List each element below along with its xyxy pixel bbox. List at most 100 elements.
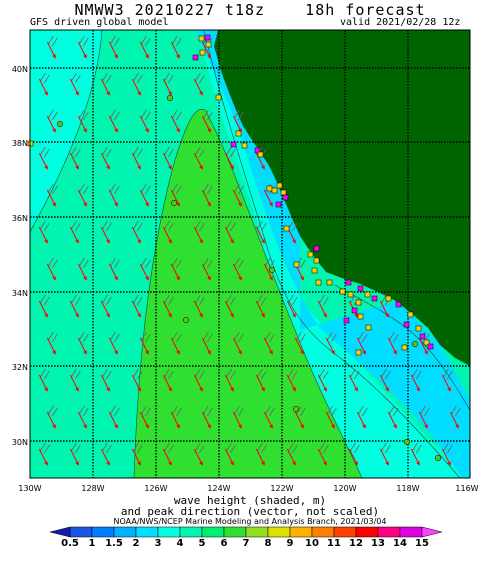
vector-barb [164, 220, 174, 232]
direction-arrow [201, 41, 211, 59]
direction-arrow [162, 448, 172, 466]
credit-line: NOAA/NWS/NCEP Marine Modeling and Analys… [113, 517, 387, 526]
buoy-station [355, 299, 362, 306]
vector-barb [319, 442, 329, 454]
direction-arrow [131, 78, 141, 96]
vector-barb [141, 35, 151, 47]
direction-arrow [139, 263, 149, 281]
direction-arrow [201, 189, 211, 207]
buoy-station [315, 279, 322, 286]
land-mass [214, 30, 470, 366]
buoy-station [276, 182, 283, 189]
buoy-station [357, 313, 364, 320]
buoy-station [266, 185, 273, 192]
vector-barb [48, 35, 58, 47]
direction-arrow [317, 300, 327, 318]
buoy-station [215, 94, 222, 101]
vector-barb [265, 331, 275, 343]
vector-barb [257, 368, 267, 380]
colorbar-swatch [311, 526, 335, 538]
direction-arrow [193, 152, 203, 170]
vector-barb [164, 146, 174, 158]
direction-arrow [100, 374, 110, 392]
direction-arrow [139, 337, 149, 355]
direction-arrow [356, 337, 366, 355]
direction-arrow [263, 263, 273, 281]
map-field [30, 30, 470, 478]
vector-barb [79, 183, 89, 195]
direction-arrow [69, 374, 79, 392]
lat-lon-grid [30, 30, 470, 478]
colorbar-swatch [267, 526, 291, 538]
direction-arrow [131, 448, 141, 466]
direction-arrow [193, 78, 203, 96]
buoy-station [313, 245, 320, 252]
buoy-station [199, 49, 206, 56]
vector-barb [234, 257, 244, 269]
vector-barb [110, 35, 120, 47]
direction-arrow [201, 263, 211, 281]
buoy-station [343, 317, 350, 324]
direction-arrow [162, 374, 172, 392]
direction-arrow [46, 115, 56, 133]
colorbar-label: 4 [176, 538, 184, 549]
vector-barb [195, 220, 205, 232]
direction-arrow [46, 337, 56, 355]
direction-arrow [348, 374, 358, 392]
vector-barb [234, 405, 244, 417]
direction-arrow [100, 152, 110, 170]
colorbar-label: 13 [371, 538, 385, 549]
colorbar-min-arrow [49, 526, 71, 538]
colorbar-swatch [223, 526, 247, 538]
vector-barb [443, 368, 453, 380]
direction-arrow [69, 78, 79, 96]
lon-label-116w: 116W [455, 484, 479, 493]
direction-arrow [170, 189, 180, 207]
direction-arrow [294, 411, 304, 429]
direction-arrow [232, 411, 242, 429]
vector-barb [40, 72, 50, 84]
map-title: NMWW3 20210227 t18z 18h forecast [74, 1, 426, 19]
colorbar-label: 15 [415, 538, 429, 549]
colorbar-swatch [201, 526, 225, 538]
vector-barb [265, 405, 275, 417]
direction-arrow [170, 41, 180, 59]
vector-barb [195, 368, 205, 380]
lat-label-32n: 32N [11, 363, 28, 372]
buoy-station [307, 251, 314, 258]
buoy-station [326, 279, 333, 286]
vector-barb [203, 257, 213, 269]
direction-arrow [139, 189, 149, 207]
direction-arrow [286, 448, 296, 466]
buoy-station [351, 307, 358, 314]
vector-barb [327, 331, 337, 343]
direction-arrow [38, 374, 48, 392]
vector-barb [71, 294, 81, 306]
vector-barb [195, 294, 205, 306]
buoy-station [365, 324, 372, 331]
buoy-station [371, 295, 378, 302]
buoy-station [230, 141, 237, 148]
direction-arrow [100, 226, 110, 244]
buoy-station [56, 120, 64, 128]
peak-direction-vectors [38, 35, 461, 466]
vector-barb [420, 405, 430, 417]
buoy-station [385, 295, 392, 302]
vector-barb [226, 368, 236, 380]
direction-arrow [263, 189, 273, 207]
vector-barb [257, 442, 267, 454]
vector-barb [412, 368, 422, 380]
direction-arrow [139, 411, 149, 429]
vector-barb [234, 183, 244, 195]
vector-barb [71, 146, 81, 158]
colorbar-label: 6 [220, 538, 228, 549]
colorbar-label: 3 [154, 538, 162, 549]
lon-label-122w: 122W [270, 484, 294, 493]
buoy-station [403, 438, 411, 446]
colorbar-swatch [377, 526, 401, 538]
direction-arrow [77, 115, 87, 133]
direction-arrow [418, 337, 428, 355]
direction-arrow [224, 448, 234, 466]
direction-arrow [449, 411, 459, 429]
lat-label-36n: 36N [11, 214, 28, 223]
